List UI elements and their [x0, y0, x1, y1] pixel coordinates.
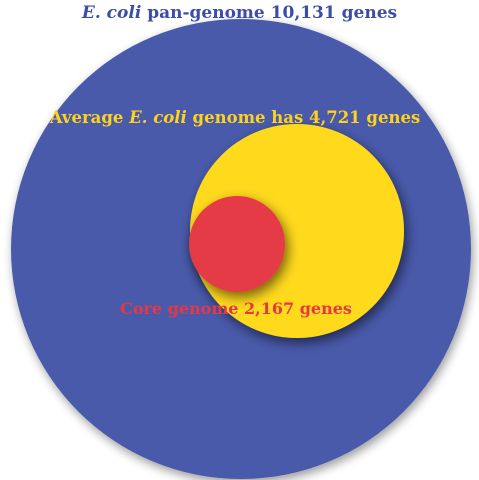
pan-genome-count-text: pan-genome 10,131 genes: [141, 3, 398, 23]
average-genome-count-text: genome has 4,721 genes: [186, 108, 421, 127]
average-genome-prefix: Average: [49, 108, 130, 127]
average-genome-species: E. coli: [129, 108, 187, 127]
pan-genome-species: E. coli: [81, 3, 142, 23]
average-genome-label: Average E. coli genome has 4,721 genes: [0, 108, 470, 127]
core-genome-label: Core genome 2,167 genes: [120, 299, 352, 318]
core-genome-circle: [189, 196, 285, 292]
pan-genome-label: E. coli pan-genome 10,131 genes: [0, 3, 479, 23]
